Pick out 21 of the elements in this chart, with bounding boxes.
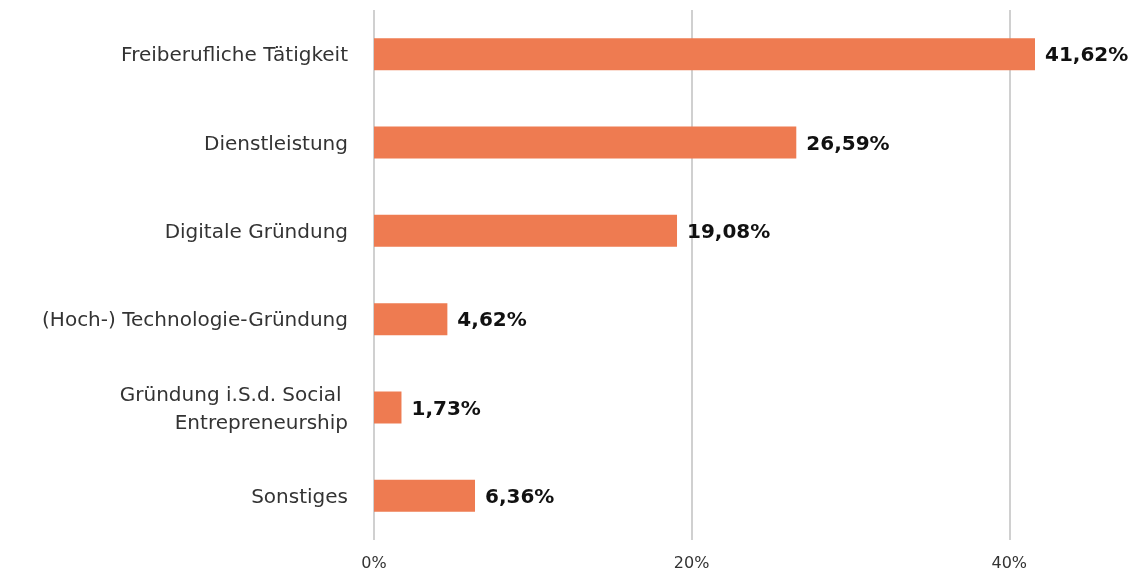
data-label: 26,59% [806, 130, 890, 155]
data-label: 6,36% [485, 483, 555, 508]
y-tick-label: Gründung i.S.d. Social Entrepreneurship [119, 381, 348, 434]
bar [374, 391, 402, 424]
y-tick-label: Digitale Gründung [164, 218, 348, 243]
y-tick-label: Dienstleistung [204, 130, 348, 155]
data-label: 41,62% [1045, 42, 1129, 67]
data-label: 19,08% [687, 218, 771, 243]
bar [374, 214, 678, 247]
bar [374, 303, 448, 336]
y-tick-label: Sonstiges [251, 483, 348, 508]
data-label: 4,62% [457, 307, 527, 332]
x-tick-label: 0% [361, 552, 387, 572]
data-label: 1,73% [411, 395, 481, 420]
bar [374, 479, 476, 512]
x-tick-label: 20% [673, 552, 710, 572]
x-tick-label: 40% [991, 552, 1028, 572]
bar [374, 126, 797, 159]
y-tick-label: Freiberufliche Tätigkeit [121, 42, 349, 67]
bar [374, 38, 1035, 71]
y-tick-label: (Hoch-) Technologie-Gründung [42, 307, 348, 332]
